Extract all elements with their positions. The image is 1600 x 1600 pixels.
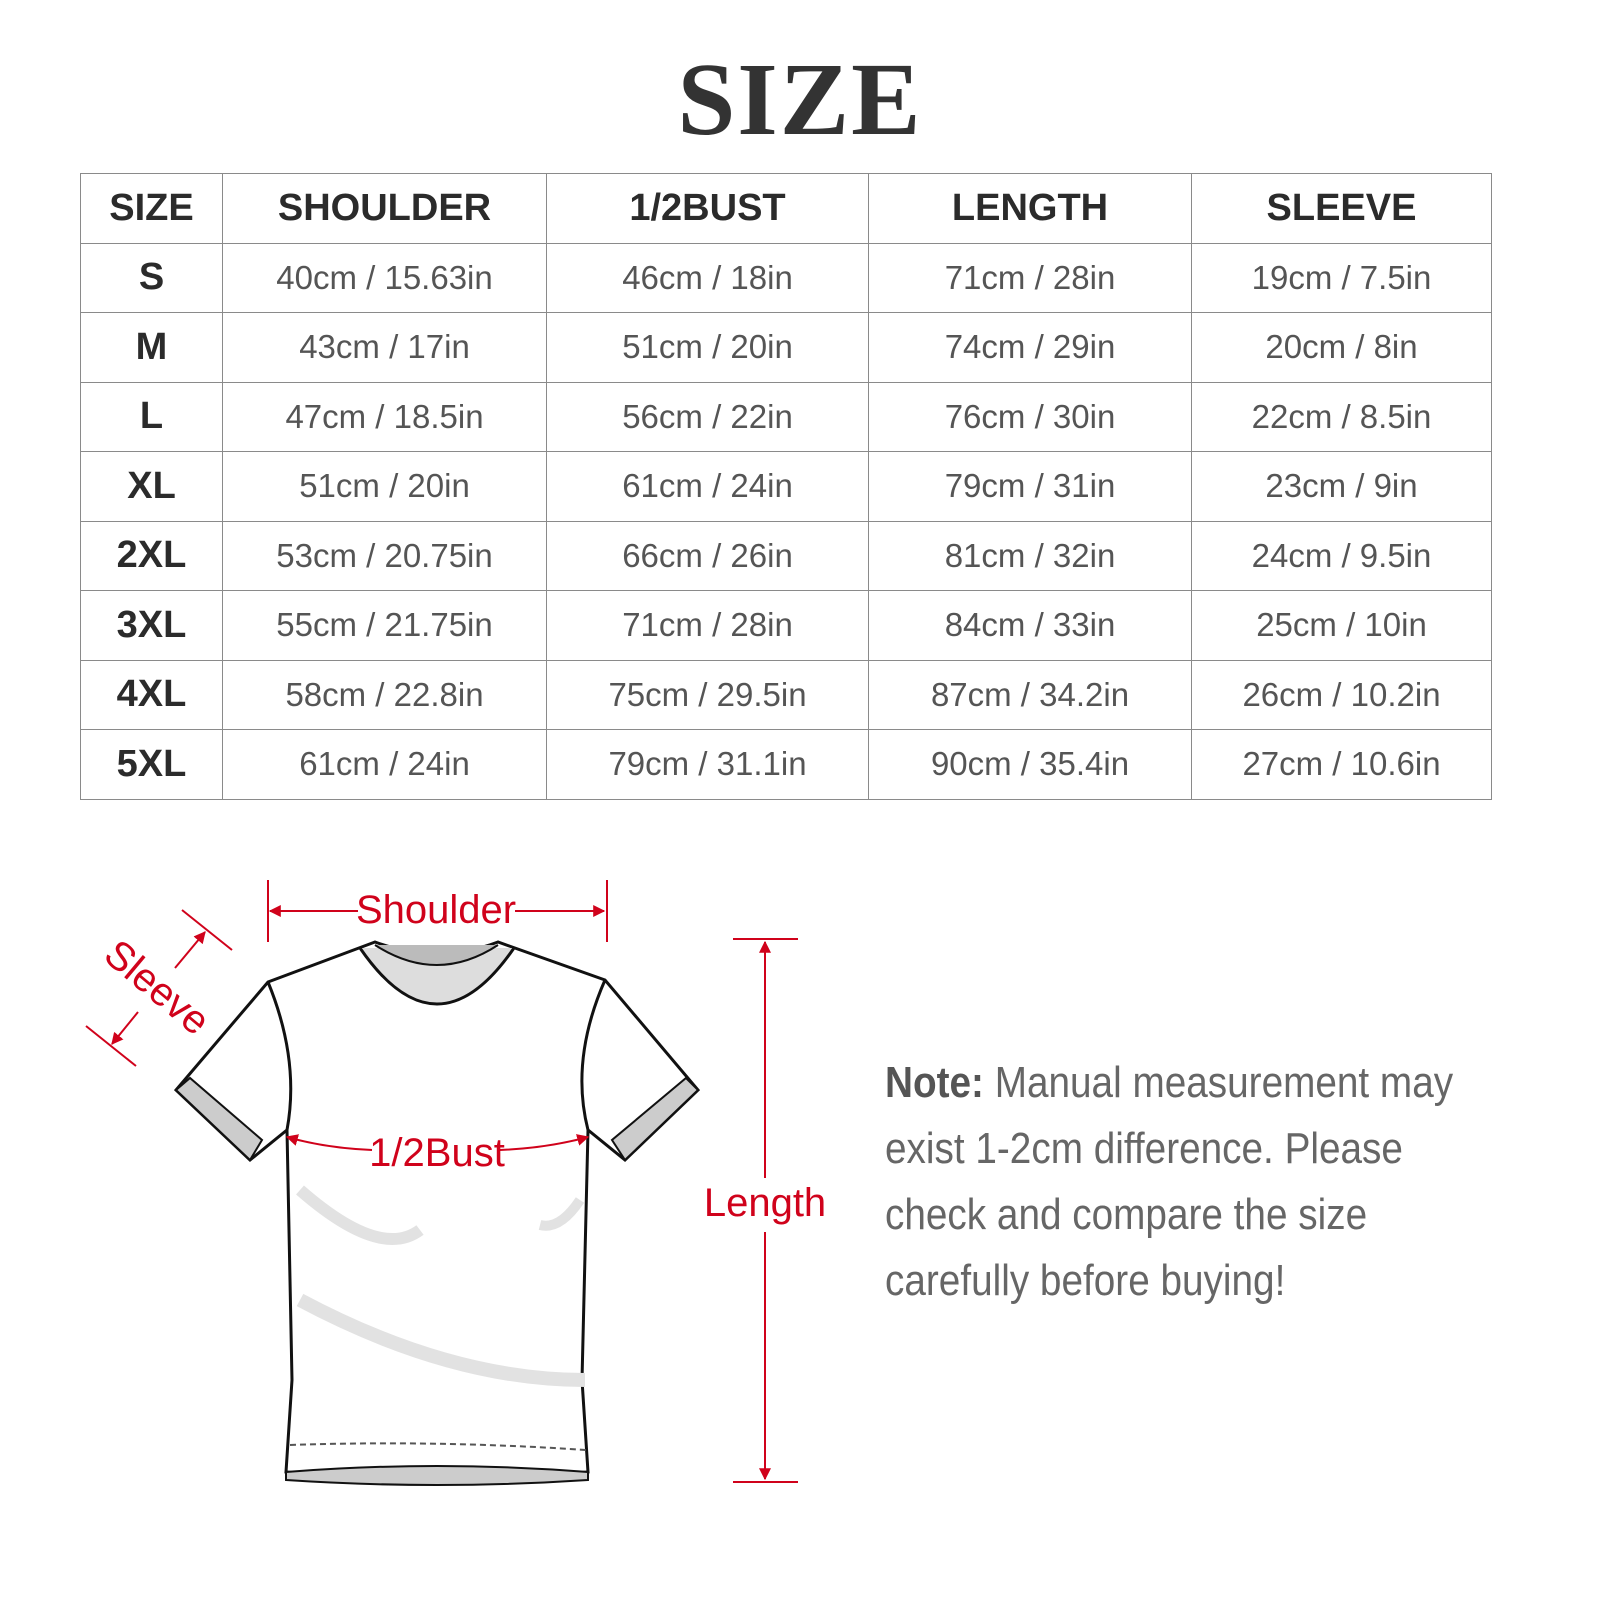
note-label: Note: — [885, 1058, 984, 1107]
tshirt-icon — [173, 940, 701, 1486]
table-row: 4XL 58cm / 22.8in 75cm / 29.5in 87cm / 34.2… — [80, 659, 1492, 730]
column-header: SHOULDER — [222, 173, 547, 244]
column-header: SIZE — [80, 173, 223, 244]
measurement-cell: 71cm / 28in — [868, 242, 1192, 313]
bust-measure: 1/2Bust — [285, 1131, 590, 1175]
measurement-cell: 27cm / 10.6in — [1191, 729, 1492, 800]
measurement-cell: 56cm / 22in — [546, 381, 869, 452]
column-header: LENGTH — [868, 173, 1192, 244]
table-row: 5XL 61cm / 24in 79cm / 31.1in 90cm / 35.4in… — [80, 729, 1492, 800]
measurement-cell: 46cm / 18in — [546, 242, 869, 313]
shoulder-measure: Shoulder — [267, 880, 608, 942]
measurement-cell: 84cm / 33in — [868, 590, 1192, 661]
measurement-cell: 55cm / 21.75in — [222, 590, 547, 661]
table-row: L 47cm / 18.5in 56cm / 22in 76cm / 30in 22cm… — [80, 381, 1492, 452]
size-cell: 2XL — [80, 520, 223, 591]
measurement-cell: 81cm / 32in — [868, 520, 1192, 591]
table-row: XL 51cm / 20in 61cm / 24in 79cm / 31in 23cm … — [80, 451, 1492, 522]
measurement-cell: 74cm / 29in — [868, 312, 1192, 383]
measurement-cell: 61cm / 24in — [546, 451, 869, 522]
note-text: Manual measurement may exist 1-2cm diffe… — [885, 1058, 1454, 1305]
measurement-cell: 51cm / 20in — [546, 312, 869, 383]
measurement-cell: 79cm / 31in — [868, 451, 1192, 522]
measurement-cell: 40cm / 15.63in — [222, 242, 547, 313]
table-row: S 40cm / 15.63in 46cm / 18in 71cm / 28in 19c… — [80, 242, 1492, 313]
tshirt-diagram: Shoulder Sleeve 1/2Bust Length — [85, 880, 826, 1486]
measurement-cell: 79cm / 31.1in — [546, 729, 869, 800]
size-cell: 4XL — [80, 659, 223, 730]
sleeve-label: Sleeve — [96, 932, 218, 1044]
measurement-cell: 66cm / 26in — [546, 520, 869, 591]
measurement-cell: 24cm / 9.5in — [1191, 520, 1492, 591]
size-cell: L — [80, 381, 223, 452]
measurement-cell: 58cm / 22.8in — [222, 659, 547, 730]
measurement-cell: 47cm / 18.5in — [222, 381, 547, 452]
size-table: SIZE SHOULDER 1/2BUST LENGTH SLEEVE S 40cm / … — [80, 173, 1492, 800]
measurement-cell: 22cm / 8.5in — [1191, 381, 1492, 452]
table-header-row: SIZE SHOULDER 1/2BUST LENGTH SLEEVE — [80, 173, 1492, 244]
measurement-cell: 61cm / 24in — [222, 729, 547, 800]
measurement-cell: 71cm / 28in — [546, 590, 869, 661]
measurement-cell: 25cm / 10in — [1191, 590, 1492, 661]
page-title: SIZE — [677, 42, 923, 157]
size-cell: 3XL — [80, 590, 223, 661]
size-cell: M — [80, 312, 223, 383]
size-cell: 5XL — [80, 729, 223, 800]
measurement-cell: 87cm / 34.2in — [868, 659, 1192, 730]
shoulder-label: Shoulder — [356, 888, 516, 932]
measurement-cell: 53cm / 20.75in — [222, 520, 547, 591]
size-cell: S — [80, 242, 223, 313]
measurement-cell: 20cm / 8in — [1191, 312, 1492, 383]
sleeve-measure: Sleeve — [85, 909, 233, 1067]
measurement-cell: 43cm / 17in — [222, 312, 547, 383]
measurement-note: Note: Manual measurement may exist 1-2cm… — [885, 1050, 1501, 1314]
table-row: 2XL 53cm / 20.75in 66cm / 26in 81cm / 32in 2… — [80, 520, 1492, 591]
measurement-cell: 90cm / 35.4in — [868, 729, 1192, 800]
length-measure: Length — [704, 938, 826, 1483]
measurement-cell: 76cm / 30in — [868, 381, 1192, 452]
table-row: 3XL 55cm / 21.75in 71cm / 28in 84cm / 33in 2… — [80, 590, 1492, 661]
table-row: M 43cm / 17in 51cm / 20in 74cm / 29in 20cm /… — [80, 312, 1492, 383]
measurement-cell: 19cm / 7.5in — [1191, 242, 1492, 313]
measurement-cell: 51cm / 20in — [222, 451, 547, 522]
measurement-cell: 75cm / 29.5in — [546, 659, 869, 730]
column-header: 1/2BUST — [546, 173, 869, 244]
bust-label: 1/2Bust — [369, 1131, 505, 1175]
length-label: Length — [704, 1181, 826, 1225]
column-header: SLEEVE — [1191, 173, 1492, 244]
measurement-cell: 23cm / 9in — [1191, 451, 1492, 522]
measurement-cell: 26cm / 10.2in — [1191, 659, 1492, 730]
size-cell: XL — [80, 451, 223, 522]
